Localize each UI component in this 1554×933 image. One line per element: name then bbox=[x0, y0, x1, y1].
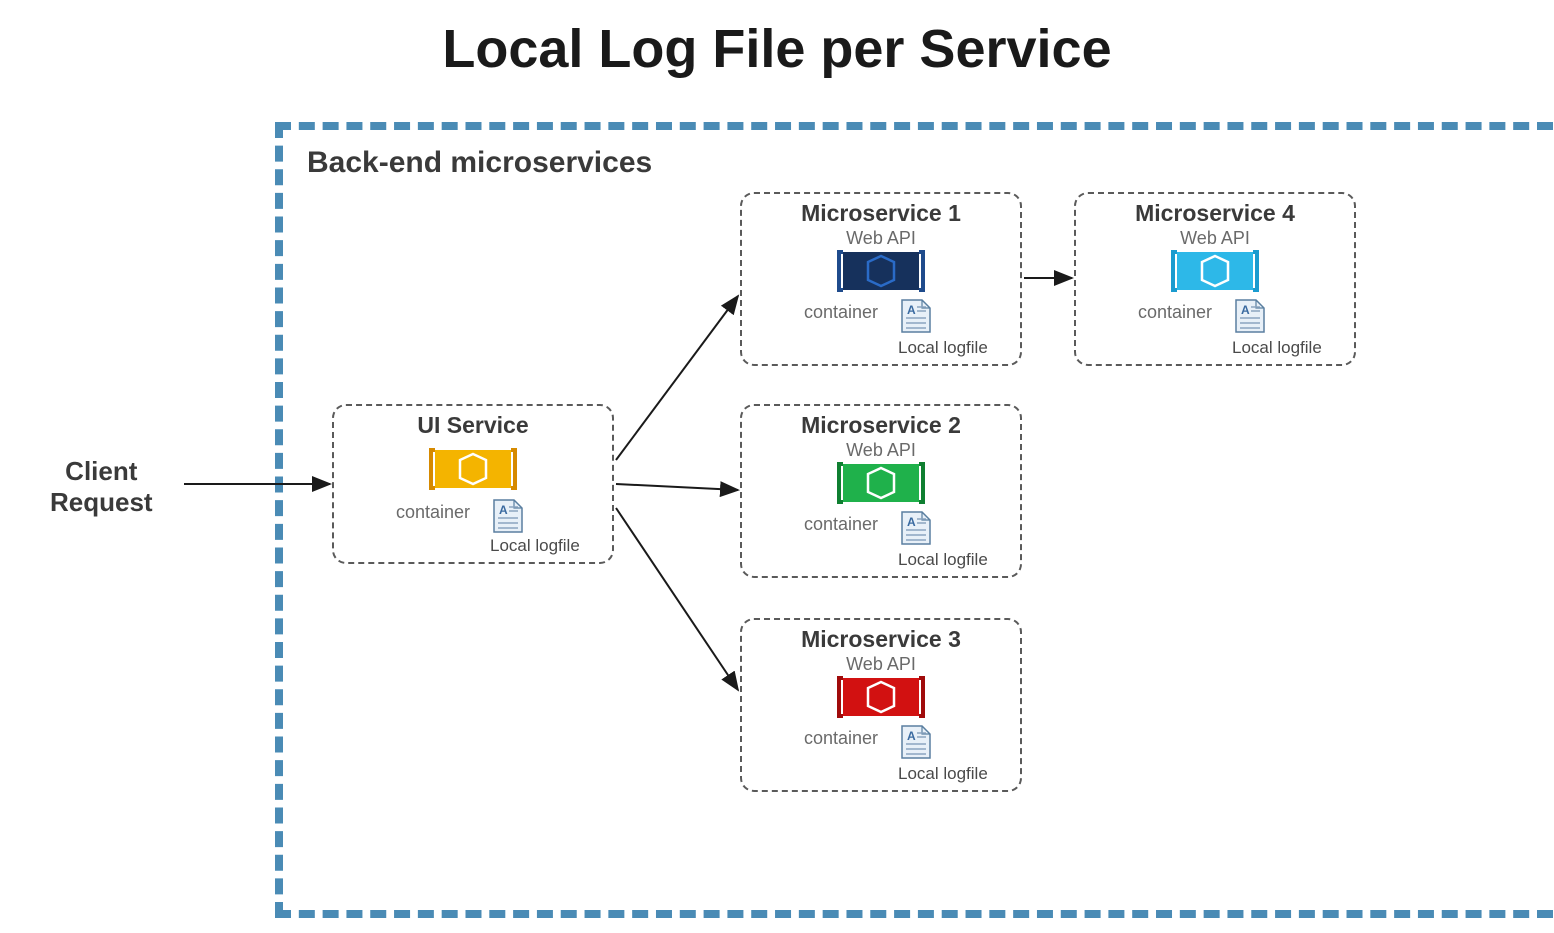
service-subtitle: Web API bbox=[1076, 228, 1354, 249]
svg-text:A: A bbox=[907, 729, 916, 743]
container-label: container bbox=[804, 728, 878, 749]
service-subtitle: Web API bbox=[742, 440, 1020, 461]
service-title: UI Service bbox=[334, 412, 612, 439]
container-label: container bbox=[804, 514, 878, 535]
logfile-label: Local logfile bbox=[1232, 338, 1322, 358]
logfile-label: Local logfile bbox=[898, 764, 988, 784]
service-box-ms2: Microservice 2 Web API container A Local… bbox=[740, 404, 1022, 578]
service-title: Microservice 1 bbox=[742, 200, 1020, 227]
logfile-icon: A bbox=[900, 724, 932, 765]
logfile-label: Local logfile bbox=[490, 536, 580, 556]
svg-text:A: A bbox=[1241, 303, 1250, 317]
client-request-label: Client Request bbox=[50, 456, 153, 518]
client-label-line2: Request bbox=[50, 487, 153, 517]
logfile-label: Local logfile bbox=[898, 338, 988, 358]
service-box-ui: UI Service container A Local logfile bbox=[332, 404, 614, 564]
logfile-icon: A bbox=[900, 298, 932, 339]
client-label-line1: Client bbox=[65, 456, 137, 486]
svg-text:A: A bbox=[907, 515, 916, 529]
service-box-ms3: Microservice 3 Web API container A Local… bbox=[740, 618, 1022, 792]
backend-label: Back-end microservices bbox=[307, 146, 652, 180]
service-title: Microservice 2 bbox=[742, 412, 1020, 439]
container-icon bbox=[837, 250, 925, 297]
container-icon bbox=[837, 676, 925, 723]
svg-text:A: A bbox=[907, 303, 916, 317]
container-label: container bbox=[1138, 302, 1212, 323]
logfile-label: Local logfile bbox=[898, 550, 988, 570]
service-title: Microservice 3 bbox=[742, 626, 1020, 653]
service-title: Microservice 4 bbox=[1076, 200, 1354, 227]
diagram-title: Local Log File per Service bbox=[0, 18, 1554, 80]
service-subtitle: Web API bbox=[742, 228, 1020, 249]
service-subtitle: Web API bbox=[742, 654, 1020, 675]
container-label: container bbox=[804, 302, 878, 323]
logfile-icon: A bbox=[1234, 298, 1266, 339]
service-box-ms4: Microservice 4 Web API container A Local… bbox=[1074, 192, 1356, 366]
logfile-icon: A bbox=[492, 498, 524, 539]
svg-text:A: A bbox=[499, 503, 508, 517]
container-icon bbox=[429, 448, 517, 495]
container-icon bbox=[1171, 250, 1259, 297]
container-icon bbox=[837, 462, 925, 509]
logfile-icon: A bbox=[900, 510, 932, 551]
container-label: container bbox=[396, 502, 470, 523]
service-box-ms1: Microservice 1 Web API container A Local… bbox=[740, 192, 1022, 366]
